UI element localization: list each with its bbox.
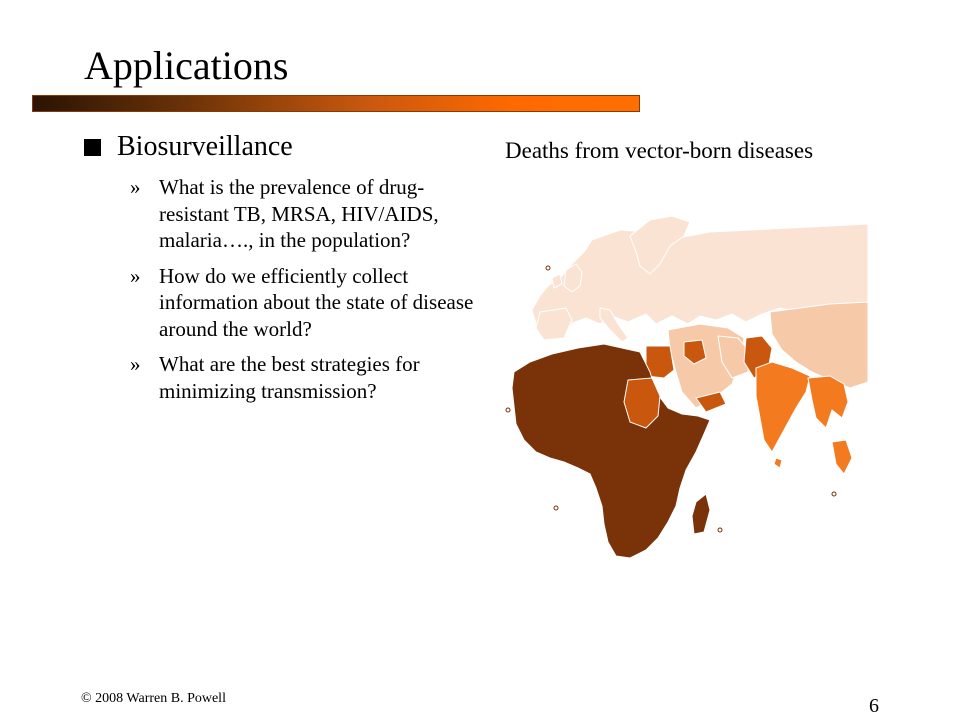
map-island-marker	[505, 407, 511, 413]
disease-map-svg	[505, 215, 868, 559]
map-region-africa	[511, 343, 711, 559]
bullet-text: Biosurveillance	[117, 131, 293, 162]
map-region-iraq	[683, 339, 707, 365]
map-caption: Deaths from vector-born diseases	[505, 138, 814, 163]
map-island-marker	[717, 527, 723, 533]
map-region-scandinavia	[629, 215, 691, 275]
sub-bullet-text: What are the best strategies for minimiz…	[159, 352, 420, 403]
sub-bullet-marker: »	[130, 352, 141, 376]
sub-bullet-marker: »	[130, 175, 141, 199]
map-island-marker	[553, 505, 559, 511]
sub-bullet-item: » What are the best strategies for minim…	[130, 351, 490, 404]
sub-bullet-text: What is the prevalence of drug-resistant…	[159, 175, 439, 252]
sub-bullet-item: » What is the prevalence of drug-resista…	[130, 174, 490, 254]
map-region-iran	[717, 335, 751, 379]
page-number: 6	[869, 695, 879, 717]
map-region-ireland	[551, 273, 563, 289]
sub-bullet-item: » How do we efficiently collect informat…	[130, 263, 490, 343]
map-region-southeast-asia	[807, 375, 849, 429]
map-region-madagascar	[691, 493, 711, 535]
map-region-europe	[531, 223, 868, 331]
map-region-britain	[563, 263, 583, 293]
footer-copyright: © 2008 Warren B. Powell	[81, 691, 226, 706]
slide-title: Applications	[84, 43, 289, 88]
title-gradient-bar	[32, 95, 640, 112]
map-island-marker	[831, 491, 837, 497]
sub-bullet-list: » What is the prevalence of drug-resista…	[130, 174, 490, 413]
map-region-yemen	[695, 391, 727, 413]
map-region-sri-lanka	[773, 457, 783, 469]
map-region-iberia	[535, 307, 573, 341]
sub-bullet-marker: »	[130, 263, 141, 288]
disease-map	[500, 212, 868, 574]
map-region-indonesia	[831, 439, 853, 475]
map-region-india	[755, 361, 811, 453]
bullet-biosurveillance: Biosurveillance	[84, 131, 293, 163]
square-bullet-icon	[84, 138, 101, 156]
map-island-marker	[545, 265, 551, 271]
map-region-italy	[599, 307, 629, 343]
map-region-sudan	[623, 377, 661, 429]
sub-bullet-text: How do we efficiently collect informatio…	[159, 263, 474, 341]
